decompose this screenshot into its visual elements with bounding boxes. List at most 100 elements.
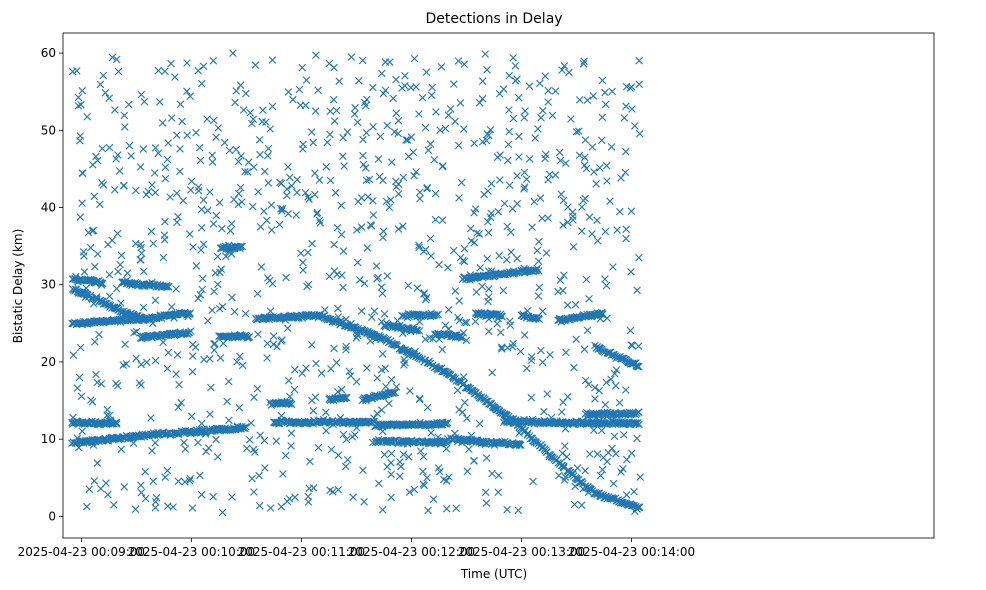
detection-point xyxy=(137,488,146,497)
detection-point xyxy=(74,102,83,110)
detection-point xyxy=(92,370,100,379)
detection-point xyxy=(329,488,337,496)
detection-point xyxy=(543,390,551,398)
detection-point xyxy=(377,283,386,291)
detection-point xyxy=(287,182,296,190)
detection-point xyxy=(342,345,350,354)
detection-point xyxy=(576,96,584,104)
detection-point xyxy=(266,125,274,133)
detection-point xyxy=(251,61,260,69)
detection-point xyxy=(172,285,180,293)
detection-point xyxy=(590,168,598,176)
detection-point xyxy=(103,405,112,414)
detection-point xyxy=(120,181,128,190)
detection-point xyxy=(104,490,112,499)
detection-point xyxy=(581,136,590,144)
detection-point xyxy=(198,79,206,88)
detection-point xyxy=(563,301,572,309)
detection-point xyxy=(79,248,88,256)
detection-point xyxy=(588,143,597,151)
detection-point xyxy=(339,133,347,142)
detection-point xyxy=(139,145,148,153)
detection-point xyxy=(560,271,568,280)
detection-point xyxy=(505,71,514,80)
detection-point xyxy=(602,281,611,290)
detection-point xyxy=(98,144,107,153)
detection-point xyxy=(622,102,630,110)
detection-point xyxy=(392,75,400,84)
detection-point xyxy=(415,395,424,404)
detection-point xyxy=(578,227,586,235)
detection-point xyxy=(392,177,400,186)
detection-point xyxy=(598,136,606,145)
detection-point xyxy=(80,268,89,276)
detection-point xyxy=(588,418,596,427)
detection-point xyxy=(112,284,121,293)
detection-point xyxy=(249,115,258,123)
detection-point xyxy=(322,427,330,435)
detection-point xyxy=(628,341,637,350)
detection-point xyxy=(431,189,440,198)
detection-point xyxy=(204,317,212,325)
detection-point xyxy=(342,435,351,444)
detection-point xyxy=(609,263,617,271)
detection-point xyxy=(136,163,145,171)
detection-point xyxy=(460,244,469,253)
detection-point xyxy=(273,342,281,351)
detection-point xyxy=(389,94,397,103)
detection-point xyxy=(551,171,560,179)
detection-point xyxy=(595,386,603,395)
detection-point xyxy=(176,167,184,176)
detection-point xyxy=(387,376,396,384)
detection-point xyxy=(478,138,487,146)
detection-point xyxy=(377,366,386,374)
detection-point xyxy=(192,128,200,137)
detection-point xyxy=(343,456,352,464)
detection-point xyxy=(340,162,348,170)
detection-point xyxy=(383,272,392,280)
detection-point xyxy=(148,278,156,287)
detection-point xyxy=(525,155,534,163)
detection-point xyxy=(335,77,343,85)
detection-point xyxy=(487,267,496,275)
y-axis-label: Bistatic Delay (km) xyxy=(11,229,25,344)
detection-point xyxy=(632,362,640,370)
detection-point xyxy=(315,216,324,225)
detection-point xyxy=(242,423,250,431)
detection-point xyxy=(198,285,206,294)
detection-point xyxy=(186,475,195,483)
detection-point xyxy=(214,453,222,461)
detection-point xyxy=(337,317,345,325)
detection-point xyxy=(230,195,238,204)
detection-point xyxy=(546,351,554,359)
detection-point xyxy=(268,56,277,64)
detection-point xyxy=(159,253,168,262)
detection-point xyxy=(291,493,299,501)
detection-point xyxy=(571,482,579,491)
detection-point xyxy=(284,209,292,218)
detection-point xyxy=(513,254,521,263)
detection-point xyxy=(192,428,201,437)
detection-point xyxy=(374,273,382,282)
detection-point xyxy=(424,146,433,154)
detection-point xyxy=(112,418,121,427)
detection-point xyxy=(393,316,402,325)
detection-point xyxy=(166,311,175,320)
detection-point xyxy=(121,340,129,349)
detection-point xyxy=(483,130,492,138)
detection-point xyxy=(454,141,463,150)
detection-point xyxy=(531,134,539,142)
y-tick-label: 30 xyxy=(41,278,56,292)
detection-point xyxy=(571,300,580,309)
detection-point xyxy=(327,445,336,454)
detection-point xyxy=(385,203,394,211)
detection-point xyxy=(101,89,110,97)
detection-point xyxy=(112,155,120,163)
detection-point xyxy=(420,289,429,297)
detection-point xyxy=(264,151,272,160)
detection-point xyxy=(347,319,355,328)
detection-point xyxy=(580,161,589,169)
detection-point xyxy=(595,419,603,427)
